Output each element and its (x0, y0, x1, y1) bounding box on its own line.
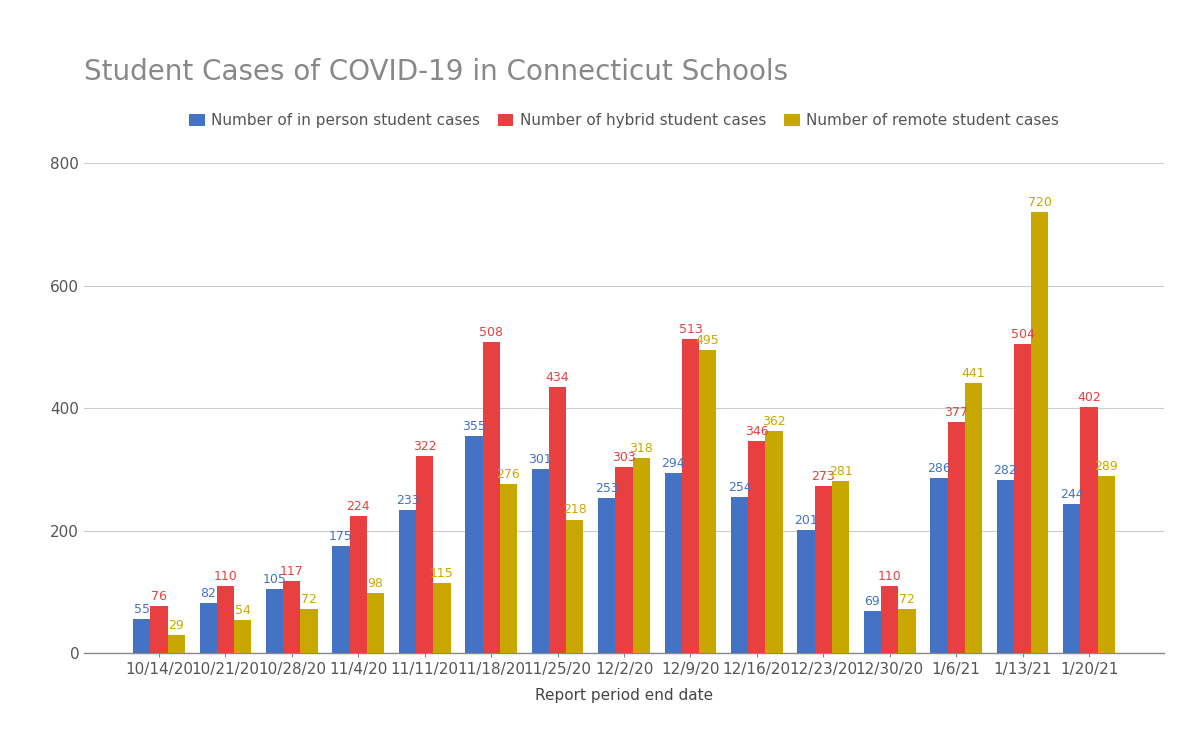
Bar (332, 546, 349, 653)
Bar (731, 497, 749, 653)
Bar (864, 611, 881, 653)
Text: 110: 110 (214, 570, 238, 582)
Bar (217, 585, 234, 653)
Text: 233: 233 (396, 494, 419, 508)
Bar (300, 609, 318, 653)
Bar (899, 609, 916, 653)
Bar (1014, 344, 1031, 653)
Text: 224: 224 (347, 500, 370, 513)
Text: 303: 303 (612, 451, 636, 464)
Bar (150, 606, 168, 653)
Text: 346: 346 (745, 425, 769, 438)
Bar (499, 484, 517, 653)
Text: 244: 244 (1060, 487, 1084, 501)
Bar (199, 603, 217, 653)
Text: 318: 318 (629, 442, 653, 456)
Bar (466, 436, 482, 653)
Text: 441: 441 (961, 367, 985, 380)
Text: 281: 281 (829, 465, 852, 478)
Bar (700, 350, 716, 653)
Text: 76: 76 (151, 591, 167, 603)
Text: 105: 105 (263, 573, 287, 585)
Text: 720: 720 (1028, 196, 1051, 209)
Bar (797, 530, 815, 653)
Bar (482, 342, 499, 653)
Text: 504: 504 (1010, 329, 1034, 341)
Bar (598, 498, 616, 653)
Bar (433, 582, 451, 653)
Text: 355: 355 (462, 419, 486, 433)
Bar (349, 516, 367, 653)
Text: 175: 175 (329, 530, 353, 543)
Text: 254: 254 (727, 482, 751, 494)
Bar (665, 473, 682, 653)
Text: 286: 286 (926, 462, 950, 475)
Bar (367, 593, 384, 653)
Bar (948, 422, 965, 653)
Bar (416, 456, 433, 653)
Text: 98: 98 (367, 577, 384, 590)
Bar (548, 387, 566, 653)
Text: 82: 82 (200, 587, 216, 600)
Text: 110: 110 (878, 570, 901, 582)
Bar (832, 481, 850, 653)
Bar (234, 620, 251, 653)
Text: 54: 54 (235, 604, 251, 617)
Bar (997, 480, 1014, 653)
Bar (532, 469, 548, 653)
Text: 29: 29 (168, 619, 184, 632)
Bar (168, 635, 185, 653)
Text: 513: 513 (678, 323, 702, 336)
Text: 218: 218 (563, 504, 587, 516)
Bar (1031, 212, 1049, 653)
Text: 508: 508 (479, 326, 503, 339)
Bar (1080, 407, 1098, 653)
Text: 55: 55 (133, 603, 150, 616)
Bar (398, 510, 416, 653)
Bar (266, 588, 283, 653)
Text: 402: 402 (1078, 391, 1100, 404)
Text: 117: 117 (280, 565, 304, 578)
Legend: Number of in person student cases, Number of hybrid student cases, Number of rem: Number of in person student cases, Numbe… (184, 107, 1064, 134)
Text: 301: 301 (528, 453, 552, 466)
Bar (566, 519, 583, 653)
X-axis label: Report period end date: Report period end date (535, 688, 713, 703)
Text: Student Cases of COVID-19 in Connecticut Schools: Student Cases of COVID-19 in Connecticut… (84, 58, 788, 86)
Text: 276: 276 (497, 468, 521, 481)
Bar (1063, 504, 1080, 653)
Bar (133, 620, 150, 653)
Text: 69: 69 (864, 594, 881, 608)
Text: 495: 495 (696, 334, 720, 347)
Text: 201: 201 (794, 514, 818, 527)
Text: 294: 294 (661, 457, 685, 470)
Bar (815, 486, 832, 653)
Bar (632, 459, 650, 653)
Bar (881, 585, 899, 653)
Bar (766, 431, 782, 653)
Text: 115: 115 (430, 566, 454, 580)
Bar (283, 581, 300, 653)
Text: 289: 289 (1094, 460, 1118, 473)
Bar (965, 383, 982, 653)
Bar (749, 441, 766, 653)
Bar (616, 467, 632, 653)
Text: 273: 273 (811, 470, 835, 483)
Text: 362: 362 (762, 416, 786, 428)
Text: 282: 282 (994, 464, 1018, 477)
Text: 434: 434 (546, 371, 569, 384)
Bar (930, 478, 948, 653)
Bar (1098, 476, 1115, 653)
Text: 377: 377 (944, 406, 968, 419)
Text: 253: 253 (595, 482, 619, 495)
Text: 72: 72 (899, 593, 914, 605)
Bar (682, 339, 700, 653)
Text: 72: 72 (301, 593, 317, 605)
Text: 322: 322 (413, 440, 437, 453)
